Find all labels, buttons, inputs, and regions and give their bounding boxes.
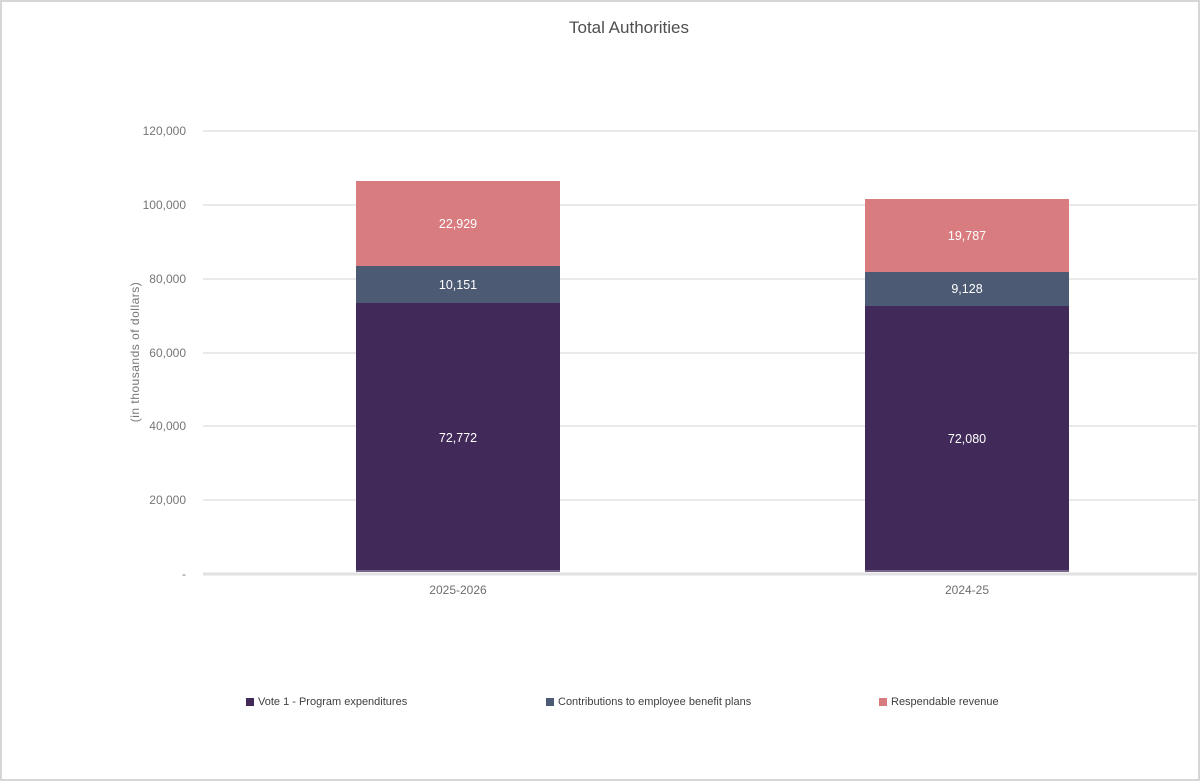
plot-area: 22,929 10,151 72,772 19,787 9,128 72,080…: [203, 130, 1197, 597]
x-category-label: 2024-25: [944, 583, 990, 597]
y-tick-label: 80,000: [149, 271, 186, 286]
gridline: [203, 425, 1197, 428]
gridline: [203, 203, 1197, 206]
gridline: [203, 351, 1197, 354]
bar-value-label: 10,151: [438, 277, 478, 292]
bar-segment-employee-benefit-plans[interactable]: 10,151: [356, 265, 560, 304]
y-tick-label: 60,000: [149, 345, 186, 360]
y-tick-label: -: [182, 567, 186, 581]
legend-label: Contributions to employee benefit plans: [558, 696, 752, 708]
bar-value-label: 9,128: [951, 282, 983, 297]
legend-color-swatch-icon: [246, 698, 254, 706]
x-category-label: 2025-2026: [429, 583, 487, 597]
gridline: [203, 130, 1197, 132]
legend-label: Vote 1 - Program expenditures: [258, 696, 408, 708]
y-tick-label: 20,000: [149, 493, 186, 508]
legend-item-program-expenditures[interactable]: Vote 1 - Program expenditures: [246, 696, 407, 708]
y-tick-label: 40,000: [149, 419, 186, 434]
bar-segment-program-expenditures[interactable]: 72,772: [356, 303, 560, 572]
legend-item-respendable-revenue[interactable]: Respendable revenue: [879, 696, 999, 708]
chart-title: Total Authorities: [568, 18, 689, 37]
y-tick-label: 120,000: [142, 124, 186, 138]
gridline: [203, 499, 1197, 502]
gridline: [203, 277, 1197, 280]
legend-item-employee-benefit-plans[interactable]: Contributions to employee benefit plans: [546, 696, 751, 708]
bar-value-label: 19,787: [947, 228, 987, 243]
bar-value-label: 72,772: [438, 430, 478, 445]
bar-value-label: 22,929: [438, 216, 478, 231]
legend-color-swatch-icon: [879, 698, 887, 706]
legend-color-swatch-icon: [546, 698, 554, 706]
bar-2024-25: 19,787 9,128 72,080: [865, 199, 1069, 572]
bar-segment-respendable-revenue[interactable]: 19,787: [865, 199, 1069, 273]
bar-segment-program-expenditures[interactable]: 72,080: [865, 305, 1069, 572]
bar-segment-respendable-revenue[interactable]: 22,929: [356, 181, 560, 266]
bar-2025-2026: 22,929 10,151 72,772: [356, 181, 560, 572]
y-axis-ticks: 120,000 100,000 80,000 60,000 40,000 20,000 -: [2, 124, 186, 581]
bar-segment-employee-benefit-plans[interactable]: 9,128: [865, 272, 1069, 306]
x-axis-baseline: [203, 572, 1197, 576]
y-tick-label: 100,000: [142, 197, 186, 212]
bar-value-label: 72,080: [947, 431, 987, 446]
legend-label: Respendable revenue: [891, 696, 999, 708]
